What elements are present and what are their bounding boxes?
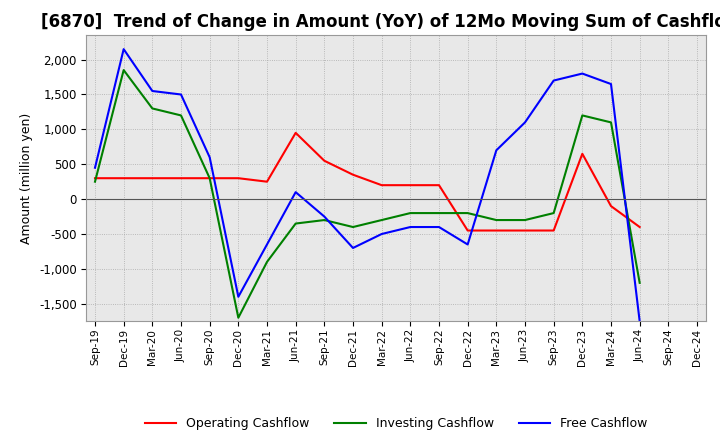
Investing Cashflow (292, 221, 300, 226)
Operating Cashflow (176, 176, 185, 181)
Free Cashflow (320, 214, 328, 219)
Operating Cashflow (549, 228, 558, 233)
Line: Operating Cashflow: Operating Cashflow (95, 133, 639, 231)
Operating Cashflow (377, 183, 386, 188)
Operating Cashflow (148, 176, 157, 181)
Free Cashflow (607, 81, 616, 87)
Operating Cashflow (607, 203, 616, 209)
Investing Cashflow (607, 120, 616, 125)
Free Cashflow (292, 190, 300, 195)
Investing Cashflow (578, 113, 587, 118)
Investing Cashflow (320, 217, 328, 223)
Free Cashflow (549, 78, 558, 83)
Free Cashflow (406, 224, 415, 230)
Investing Cashflow (234, 315, 243, 320)
Free Cashflow (120, 47, 128, 52)
Operating Cashflow (492, 228, 500, 233)
Operating Cashflow (635, 224, 644, 230)
Investing Cashflow (120, 67, 128, 73)
Free Cashflow (176, 92, 185, 97)
Operating Cashflow (205, 176, 214, 181)
Free Cashflow (263, 242, 271, 247)
Free Cashflow (205, 154, 214, 160)
Free Cashflow (348, 246, 357, 251)
Operating Cashflow (120, 176, 128, 181)
Investing Cashflow (406, 210, 415, 216)
Legend: Operating Cashflow, Investing Cashflow, Free Cashflow: Operating Cashflow, Investing Cashflow, … (140, 412, 652, 435)
Operating Cashflow (320, 158, 328, 163)
Title: [6870]  Trend of Change in Amount (YoY) of 12Mo Moving Sum of Cashflows: [6870] Trend of Change in Amount (YoY) o… (41, 13, 720, 31)
Operating Cashflow (234, 176, 243, 181)
Operating Cashflow (263, 179, 271, 184)
Free Cashflow (148, 88, 157, 94)
Investing Cashflow (549, 210, 558, 216)
Free Cashflow (492, 148, 500, 153)
Free Cashflow (464, 242, 472, 247)
Free Cashflow (435, 224, 444, 230)
Operating Cashflow (521, 228, 529, 233)
Operating Cashflow (292, 130, 300, 136)
Line: Investing Cashflow: Investing Cashflow (95, 70, 639, 318)
Free Cashflow (578, 71, 587, 76)
Free Cashflow (234, 294, 243, 300)
Investing Cashflow (148, 106, 157, 111)
Investing Cashflow (635, 280, 644, 286)
Investing Cashflow (492, 217, 500, 223)
Investing Cashflow (348, 224, 357, 230)
Operating Cashflow (435, 183, 444, 188)
Investing Cashflow (435, 210, 444, 216)
Investing Cashflow (205, 176, 214, 181)
Free Cashflow (377, 231, 386, 237)
Operating Cashflow (464, 228, 472, 233)
Investing Cashflow (521, 217, 529, 223)
Operating Cashflow (406, 183, 415, 188)
Investing Cashflow (176, 113, 185, 118)
Free Cashflow (91, 165, 99, 170)
Y-axis label: Amount (million yen): Amount (million yen) (20, 113, 33, 244)
Investing Cashflow (91, 179, 99, 184)
Free Cashflow (635, 319, 644, 324)
Line: Free Cashflow: Free Cashflow (95, 49, 639, 321)
Free Cashflow (521, 120, 529, 125)
Investing Cashflow (464, 210, 472, 216)
Operating Cashflow (348, 172, 357, 177)
Investing Cashflow (377, 217, 386, 223)
Operating Cashflow (578, 151, 587, 157)
Investing Cashflow (263, 259, 271, 264)
Operating Cashflow (91, 176, 99, 181)
